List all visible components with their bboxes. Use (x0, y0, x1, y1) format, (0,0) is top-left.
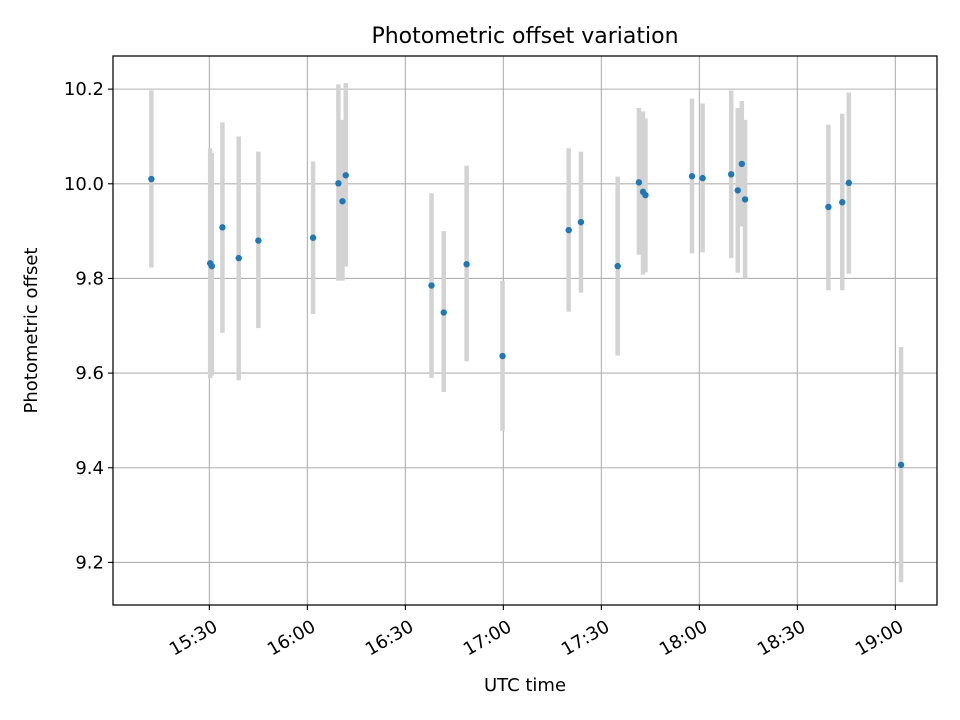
data-point (255, 237, 262, 244)
data-point (577, 218, 585, 226)
plot-area-frame (112, 55, 938, 606)
y-tick-label: 10.2 (64, 79, 104, 100)
y-axis-title: Photometric offset (21, 248, 42, 414)
y-tick-label: 9.8 (75, 268, 104, 289)
data-points (148, 160, 905, 469)
data-point (839, 199, 846, 206)
data-point (440, 309, 447, 316)
data-point (565, 226, 572, 234)
data-point (335, 180, 342, 187)
data-point (219, 224, 226, 231)
data-point (728, 171, 735, 178)
data-point (642, 191, 649, 199)
data-point (342, 172, 349, 179)
x-axis-title: UTC time (484, 675, 566, 696)
data-point (499, 352, 506, 360)
data-point (825, 203, 832, 211)
data-point (734, 187, 741, 194)
data-point (235, 254, 242, 262)
y-tick-label: 9.2 (75, 552, 104, 573)
y-tick-label: 10.0 (64, 174, 104, 195)
data-point (463, 261, 470, 268)
data-point (339, 198, 346, 205)
data-point (688, 173, 696, 180)
data-point (428, 282, 435, 289)
data-point (614, 262, 621, 270)
data-point (845, 179, 853, 187)
chart-title: Photometric offset variation (371, 24, 678, 49)
data-point (738, 160, 746, 168)
data-point (699, 174, 706, 182)
data-point (208, 262, 216, 270)
data-point (897, 461, 905, 469)
data-point (635, 179, 643, 186)
y-tick-label: 9.6 (75, 363, 104, 384)
data-point (148, 175, 155, 183)
y-tick-label: 9.4 (75, 458, 104, 479)
grid (113, 56, 937, 605)
data-point (741, 196, 749, 203)
data-point (309, 234, 317, 241)
